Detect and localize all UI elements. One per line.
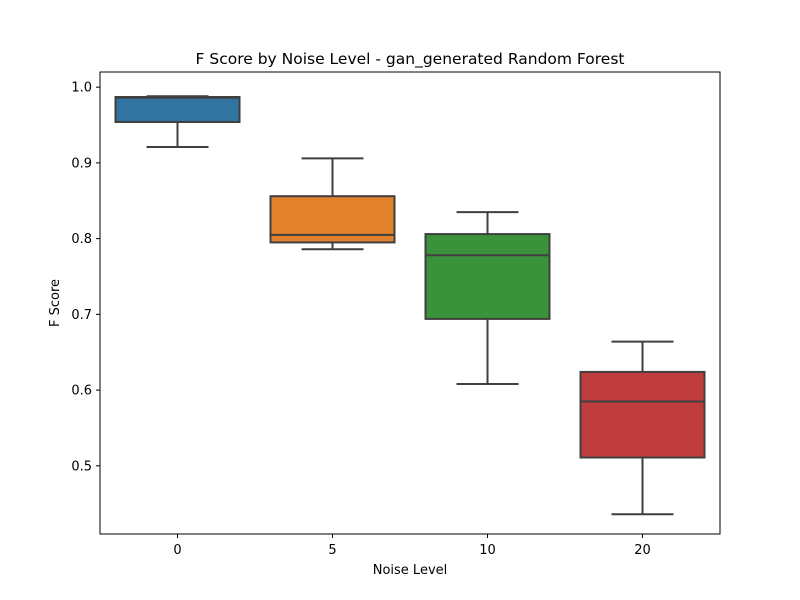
x-tick-label: 0 <box>173 543 181 558</box>
box-group <box>114 95 241 148</box>
x-axis-label: Noise Level <box>373 563 448 578</box>
y-tick-label: 1.0 <box>71 81 92 96</box>
plot-frame <box>99 71 721 535</box>
x-tick-label: 10 <box>479 543 496 558</box>
y-tick-label: 0.9 <box>71 156 92 171</box>
y-axis: 0.5 0.6 0.7 0.8 0.9 1.0 <box>71 81 100 474</box>
plot-area <box>114 95 706 516</box>
box-group <box>579 340 706 516</box>
iqr-box <box>424 233 551 320</box>
y-tick-label: 0.6 <box>71 384 92 399</box>
box-group <box>424 211 551 386</box>
iqr-box <box>579 370 706 459</box>
x-tick-label: 20 <box>634 543 651 558</box>
y-tick-label: 0.7 <box>71 308 92 323</box>
y-axis-label: F Score <box>48 279 63 327</box>
x-tick-label: 5 <box>328 543 336 558</box>
x-axis: 0 5 10 20 <box>173 534 651 558</box>
y-tick-label: 0.8 <box>71 232 92 247</box>
chart-title: F Score by Noise Level - gan_generated R… <box>196 50 625 69</box>
box-group <box>269 157 396 251</box>
iqr-box <box>114 95 241 123</box>
y-tick-label: 0.5 <box>71 459 92 474</box>
